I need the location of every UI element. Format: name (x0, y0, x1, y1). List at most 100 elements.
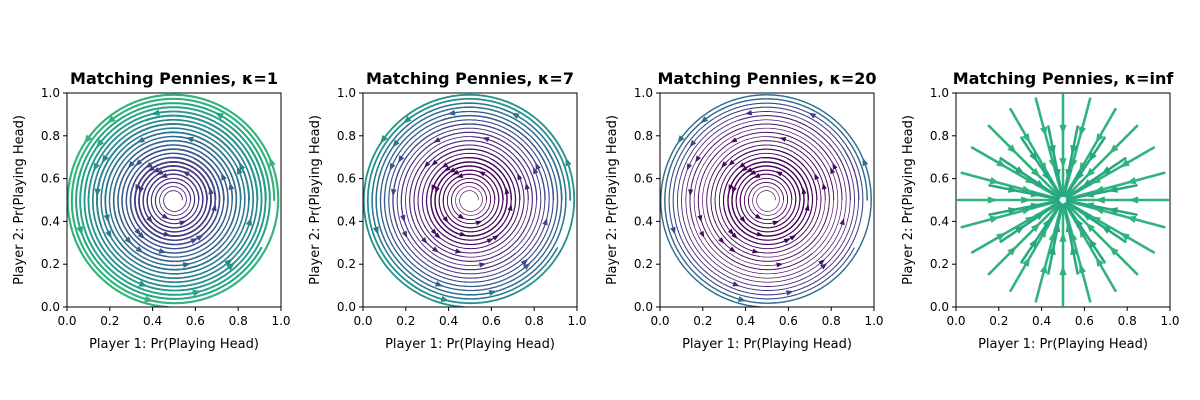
arrowhead (1059, 265, 1067, 276)
streamline (999, 201, 1061, 243)
arrowhead (1109, 246, 1119, 256)
arrowhead (1035, 179, 1046, 189)
arrowhead (475, 220, 483, 226)
arrowhead (482, 137, 490, 143)
streamline (1062, 204, 1079, 275)
x-tick-label: 0.2 (396, 314, 415, 328)
arrowhead (520, 258, 529, 266)
x-tick-label: 0.0 (353, 314, 372, 328)
x-tick-label: 0.8 (525, 314, 544, 328)
arrowhead (192, 289, 202, 297)
y-tick-label: 0.0 (930, 300, 949, 314)
arrowhead (96, 139, 105, 149)
y-tick-label: 1.0 (41, 86, 60, 100)
streamline (988, 199, 1059, 216)
chart-title: Matching Pennies, κ=7 (366, 69, 574, 88)
arrowhead (155, 169, 164, 176)
streamline (67, 93, 280, 307)
arrowhead (452, 169, 460, 175)
streamline (987, 202, 1061, 276)
streamline (363, 93, 576, 307)
arrowhead (182, 171, 190, 177)
y-tick-label: 0.6 (930, 172, 949, 186)
arrowhead (721, 161, 728, 168)
x-axis-label: Player 1: Pr(Playing Head) (978, 337, 1148, 352)
streamline (960, 171, 1060, 201)
axes-frame (955, 92, 1171, 308)
streamline (1047, 204, 1064, 275)
arrowhead (1107, 207, 1119, 215)
arrowhead (1014, 225, 1025, 234)
arrowhead (1070, 144, 1078, 156)
arrowhead (752, 248, 760, 254)
arrowhead (1039, 227, 1048, 238)
arrowhead (1070, 158, 1078, 170)
arrowhead (776, 262, 784, 268)
y-axis-label: Player 2: Pr(Playing Head) (308, 115, 323, 285)
arrowhead (1065, 168, 1073, 180)
x-tick-label: 0.4 (143, 314, 162, 328)
arrowhead (697, 214, 703, 223)
arrowhead (689, 139, 697, 148)
arrowhead (1030, 222, 1041, 233)
streamlines (956, 93, 1170, 307)
streamline (1062, 203, 1092, 303)
arrowhead (728, 184, 734, 192)
arrowhead (150, 109, 160, 116)
arrowhead (1070, 244, 1078, 256)
streamline (1020, 136, 1062, 197)
arrowhead (987, 196, 998, 204)
x-tick-label: 0.4 (439, 314, 458, 328)
y-tick-label: 0.8 (337, 129, 356, 143)
x-tick-label: 1.0 (567, 314, 586, 328)
arrowhead (1007, 207, 1019, 215)
x-tick-label: 0.4 (1032, 314, 1051, 328)
streamlines (363, 93, 576, 307)
arrowhead (1059, 232, 1067, 242)
arrowhead (1039, 162, 1048, 173)
arrowhead (400, 214, 406, 223)
arrowhead (182, 262, 191, 268)
y-tick-label: 0.2 (337, 257, 356, 271)
arrowhead (185, 136, 194, 143)
arrowhead (1078, 263, 1086, 274)
arrowhead (1088, 238, 1097, 249)
x-tick-label: 0.6 (186, 314, 205, 328)
arrowhead (1090, 176, 1101, 185)
arrowhead (670, 226, 676, 235)
arrowhead (1022, 256, 1031, 267)
streamline (1066, 199, 1166, 229)
arrowhead (144, 295, 154, 303)
streamline (988, 184, 1059, 201)
arrowhead (775, 171, 783, 177)
arrowhead (749, 169, 757, 175)
arrowhead (158, 248, 167, 254)
x-tick-label: 0.8 (822, 314, 841, 328)
y-tick-label: 0.4 (930, 214, 949, 228)
panel-1: 0.0 0.2 0.4 0.6 0.8 1.0 0.0 0.2 0.4 0.6 0.8 1.0 Matc… (12, 69, 291, 352)
arrowhead (269, 156, 276, 167)
arrowhead (731, 232, 738, 239)
streamline (1064, 202, 1117, 293)
arrowhead (522, 262, 531, 270)
streamline (1066, 157, 1127, 199)
arrowhead (1101, 166, 1112, 175)
arrowhead (1078, 126, 1086, 137)
arrowhead (699, 230, 705, 238)
arrowhead (1119, 159, 1130, 168)
arrowhead (718, 237, 725, 244)
y-tick-label: 0.2 (930, 257, 949, 271)
y-axis-label: Player 2: Pr(Playing Head) (12, 115, 27, 285)
arrowhead (1093, 185, 1105, 193)
arrowhead (76, 226, 83, 236)
arrowhead (821, 182, 827, 190)
arrowhead (195, 234, 204, 241)
y-tick-label: 0.2 (41, 257, 60, 271)
arrowhead (1025, 215, 1036, 224)
arrowhead (862, 157, 869, 167)
arrowhead (401, 230, 408, 239)
arrowhead (1014, 166, 1025, 175)
x-tick-label: 0.0 (57, 314, 76, 328)
streamline (1066, 201, 1127, 243)
